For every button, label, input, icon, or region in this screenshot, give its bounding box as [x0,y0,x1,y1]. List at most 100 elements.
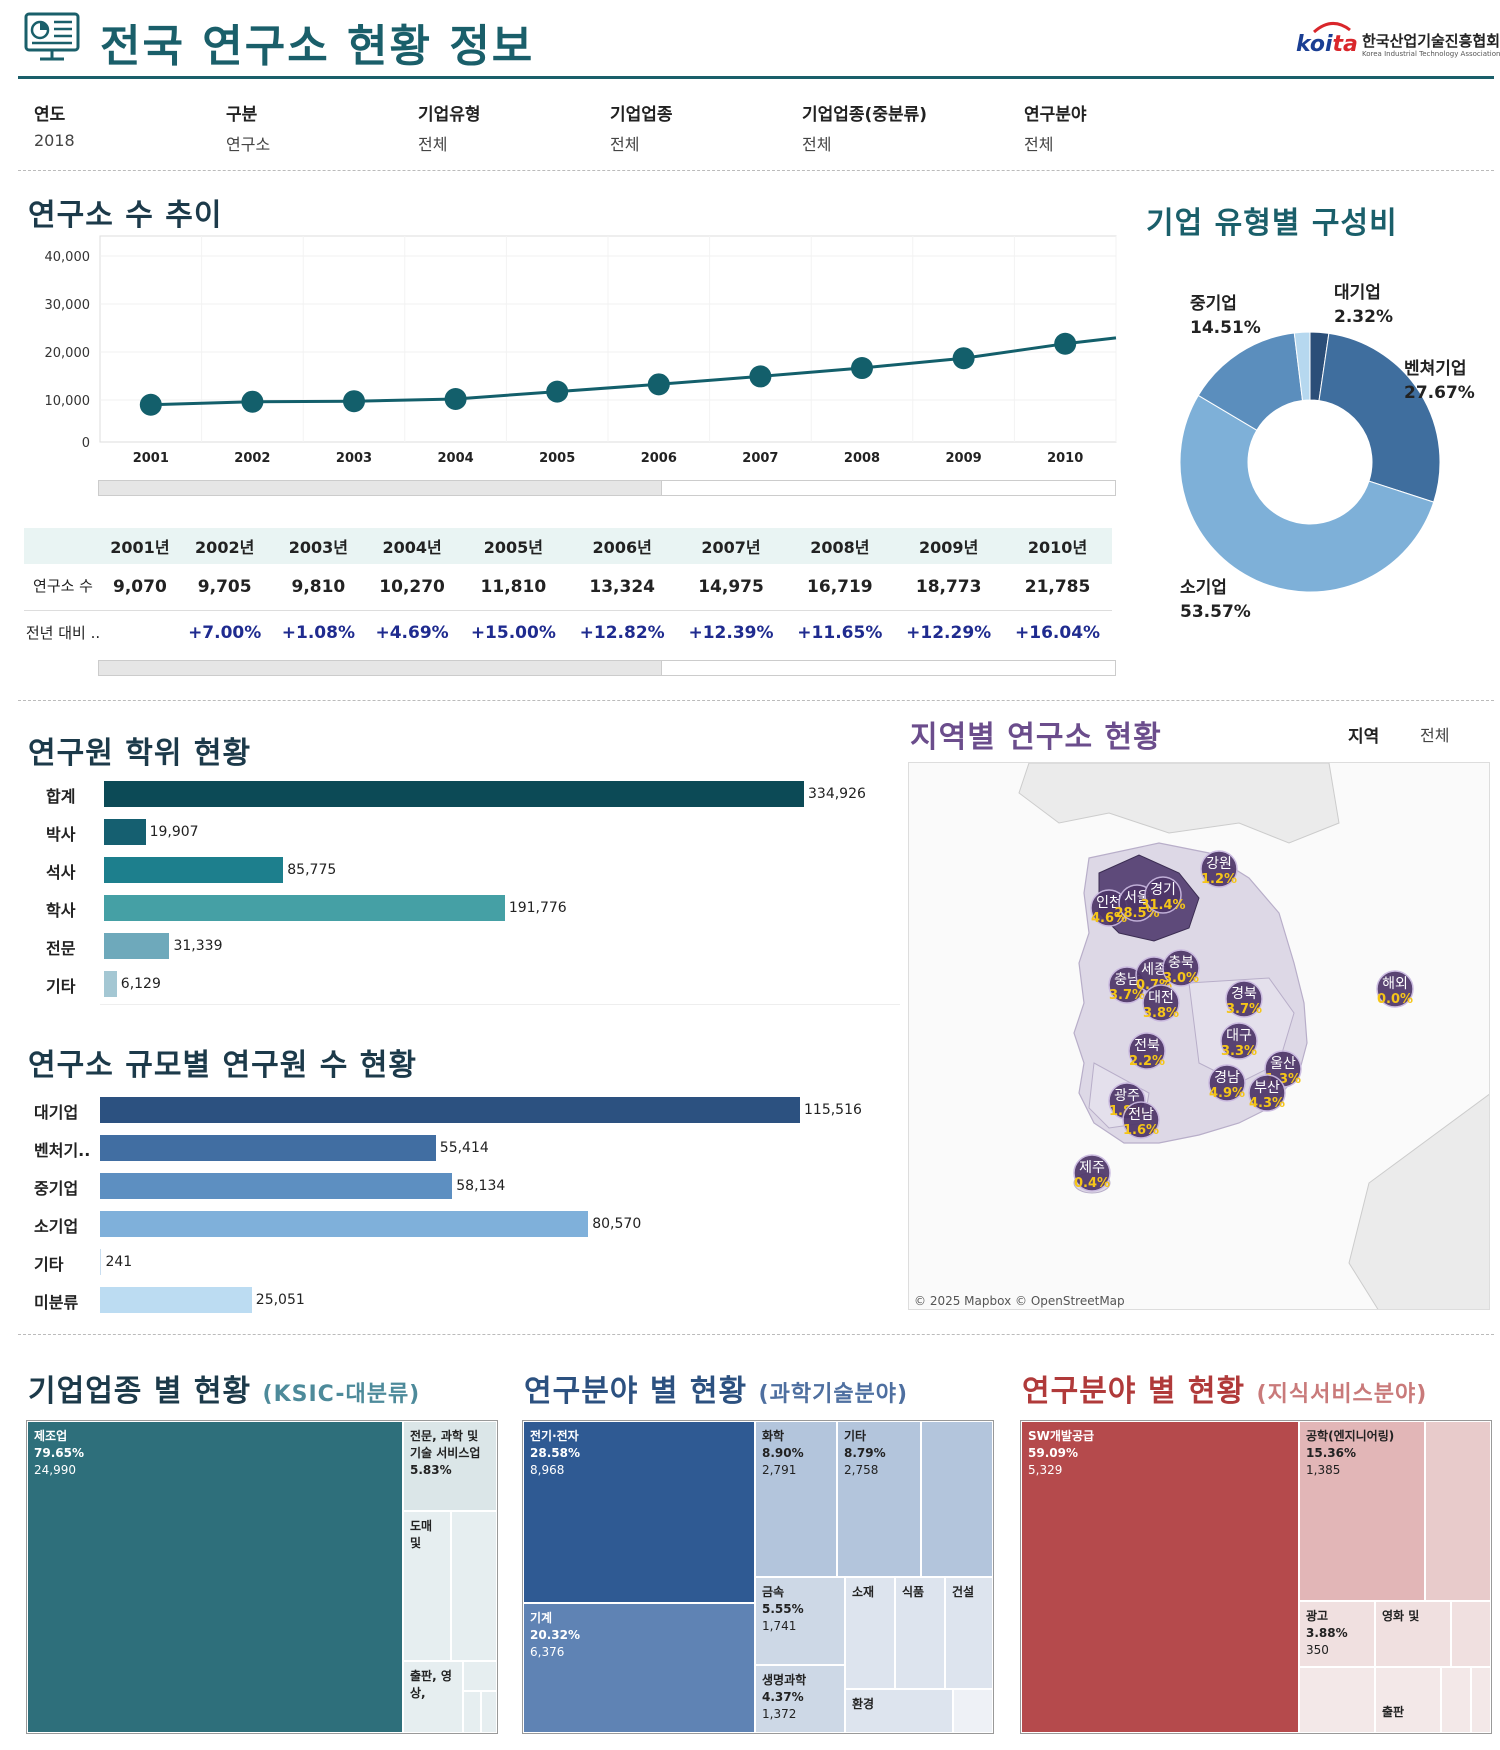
treemap-cell-wholesale[interactable]: 도매 및 [403,1511,451,1661]
degree-label: 기타 [46,977,76,996]
table-cell-count: 9,070 [102,564,178,611]
region-marker-16 [1073,1154,1111,1192]
treemap-cell-small[interactable] [953,1689,993,1733]
koita-logo: koita 한국산업기술진흥협회 Korea Industrial Techno… [1296,20,1500,66]
treemap-cell-electronics[interactable]: 전기·전자 28.58% 8,968 [523,1421,755,1603]
table-cell-count: 16,719 [785,564,895,611]
treemap-cell-small[interactable] [1471,1667,1491,1733]
region-marker-name: 인천 [1096,895,1122,911]
treemap-cell-misc[interactable] [921,1421,993,1577]
table-year-header: 2006년 [567,528,677,564]
region-marker-value: 3.3% [1221,1044,1257,1059]
treemap-cell-machinery[interactable]: 기계 20.32% 6,376 [523,1603,755,1733]
region-marker-name: 세종 [1141,962,1167,978]
region-marker-6 [1162,949,1200,987]
treemap-cell-chemistry[interactable]: 화학 8.90% 2,791 [755,1421,837,1577]
treemap-cell-engineering[interactable]: 공학(엔지니어링) 15.36% 1,385 [1299,1421,1425,1601]
trend-point-2001 [139,393,162,416]
treemap-cell-publishing[interactable]: 출판, 영상, [403,1661,463,1733]
row-label-change: 전년 대비 .. [25,623,101,642]
filter-company-type[interactable]: 기업유형 전체 [418,105,481,154]
treemap-cell-small[interactable] [463,1661,497,1691]
treemap-cell-small[interactable] [481,1691,497,1733]
science-treemap-title: 연구분야 별 현황 (과학기술분야) [524,1374,909,1409]
region-filter-value[interactable]: 전체 [1420,726,1450,745]
size-bar[interactable] [100,1287,252,1313]
region-marker-value: 1.2% [1201,872,1237,887]
treemap-cell-misc[interactable] [1425,1421,1491,1601]
degree-bar[interactable] [104,781,804,807]
treemap-cell-environment[interactable]: 환경 [845,1689,953,1733]
degree-label: 박사 [46,825,76,844]
treemap-cell-other[interactable] [451,1511,497,1661]
treemap-cell-food[interactable]: 식품 [895,1577,945,1689]
treemap-cell-materials[interactable]: 소재 [845,1577,895,1689]
region-marker-name: 대구 [1226,1028,1252,1044]
degree-value: 19,907 [149,824,199,840]
table-cell-change: +4.69% [375,623,449,644]
trend-table-scroll-thumb[interactable] [99,661,662,675]
map-credit: © 2025 Mapbox © OpenStreetMap [914,1294,1125,1308]
filter-industry-sub[interactable]: 기업업종(중분류) 전체 [802,105,928,154]
size-bar[interactable] [100,1211,589,1237]
size-bar[interactable] [100,1135,436,1161]
donut-label-mid: 중기업 14.51% [1190,294,1261,338]
treemap-cell-film[interactable]: 영화 및 [1375,1601,1451,1667]
trend-table-scrollbar[interactable] [98,660,1116,676]
region-map[interactable]: 인천 4.6% 서울 28.5% 경기 31.4% 강원 1.2% 충남 3.7% 세종 0.7% 충북… [908,762,1490,1310]
industry-treemap: 제조업 79.65% 24,990 전문, 과학 및 기술 서비스업 5.83% 도매… [26,1420,498,1734]
degree-bar[interactable] [104,895,505,921]
treemap-cell-other[interactable]: 기타 8.79% 2,758 [837,1421,921,1577]
filter-industry[interactable]: 기업업종 전체 [610,105,673,154]
region-marker-name: 서울 [1124,890,1150,906]
size-bar[interactable] [100,1097,800,1123]
region-marker-name: 충북 [1168,955,1194,971]
treemap-cell-small[interactable] [463,1691,481,1733]
region-marker-name: 울산 [1270,1056,1296,1072]
region-marker-value: 3.7% [1109,988,1145,1003]
size-title: 연구소 규모별 연구원 수 현황 [28,1048,417,1083]
treemap-cell-small[interactable] [1441,1667,1471,1733]
filter-research-field[interactable]: 연구분야 전체 [1024,105,1087,154]
table-cell-count: 18,773 [894,564,1004,611]
treemap-cell-small[interactable] [1299,1667,1375,1733]
degree-bar[interactable] [104,933,170,959]
region-filter-label: 지역 [1348,727,1380,747]
y-tick-label: 30,000 [45,298,91,313]
table-year-header: 2001년 [102,528,178,564]
x-tick-label: 2010 [1047,451,1083,466]
filter-year[interactable]: 연도 2018 [34,105,75,150]
size-bar[interactable] [100,1249,102,1275]
trend-chart-scroll-thumb[interactable] [99,481,662,495]
treemap-cell-professional[interactable]: 전문, 과학 및 기술 서비스업 5.83% [403,1421,497,1511]
degree-value: 31,339 [173,938,223,954]
table-cell-count: 21,785 [1003,564,1112,611]
table-cell-change: +16.04% [1015,623,1101,644]
treemap-cell-publishing[interactable]: 출판 [1375,1667,1441,1733]
x-tick-label: 2006 [641,451,677,466]
size-value: 55,414 [439,1140,489,1156]
treemap-cell-metal[interactable]: 금속 5.55% 1,741 [755,1577,845,1665]
filter-category[interactable]: 구분 연구소 [226,105,271,154]
section-divider [18,700,1494,701]
size-bar[interactable] [100,1173,453,1199]
north-land [1018,763,1340,844]
table-cell-change: +12.29% [906,623,992,644]
composition-title: 기업 유형별 구성비 [1146,206,1398,241]
treemap-cell-construction[interactable]: 건설 [945,1577,993,1689]
treemap-cell-bio[interactable]: 생명과학 4.37% 1,372 [755,1665,845,1733]
degree-bar[interactable] [104,857,284,883]
trend-chart-scrollbar[interactable] [98,480,1116,496]
trend-line-chart: 40,000 30,000 20,000 10,000 0 2001 2002 2003 20… [45,235,1117,466]
treemap-cell-sw[interactable]: SW개발공급 59.09% 5,329 [1021,1421,1299,1733]
treemap-cell-manufacturing[interactable]: 제조업 79.65% 24,990 [27,1421,403,1733]
region-marker-name: 경기 [1150,882,1176,898]
region-marker-15 [1122,1101,1160,1139]
treemap-cell-small[interactable] [1451,1601,1491,1667]
region-marker-value: 4.9% [1209,1086,1245,1101]
degree-bar[interactable] [104,819,146,845]
treemap-cell-ad[interactable]: 광고 3.88% 350 [1299,1601,1375,1667]
korea-map-svg: 인천4.6%서울28.5%경기31.4%강원1.2%충남3.7%세종0.7%충북… [1018,763,1489,1309]
table-year-header: 2010년 [1003,528,1112,564]
degree-bar[interactable] [104,971,117,997]
